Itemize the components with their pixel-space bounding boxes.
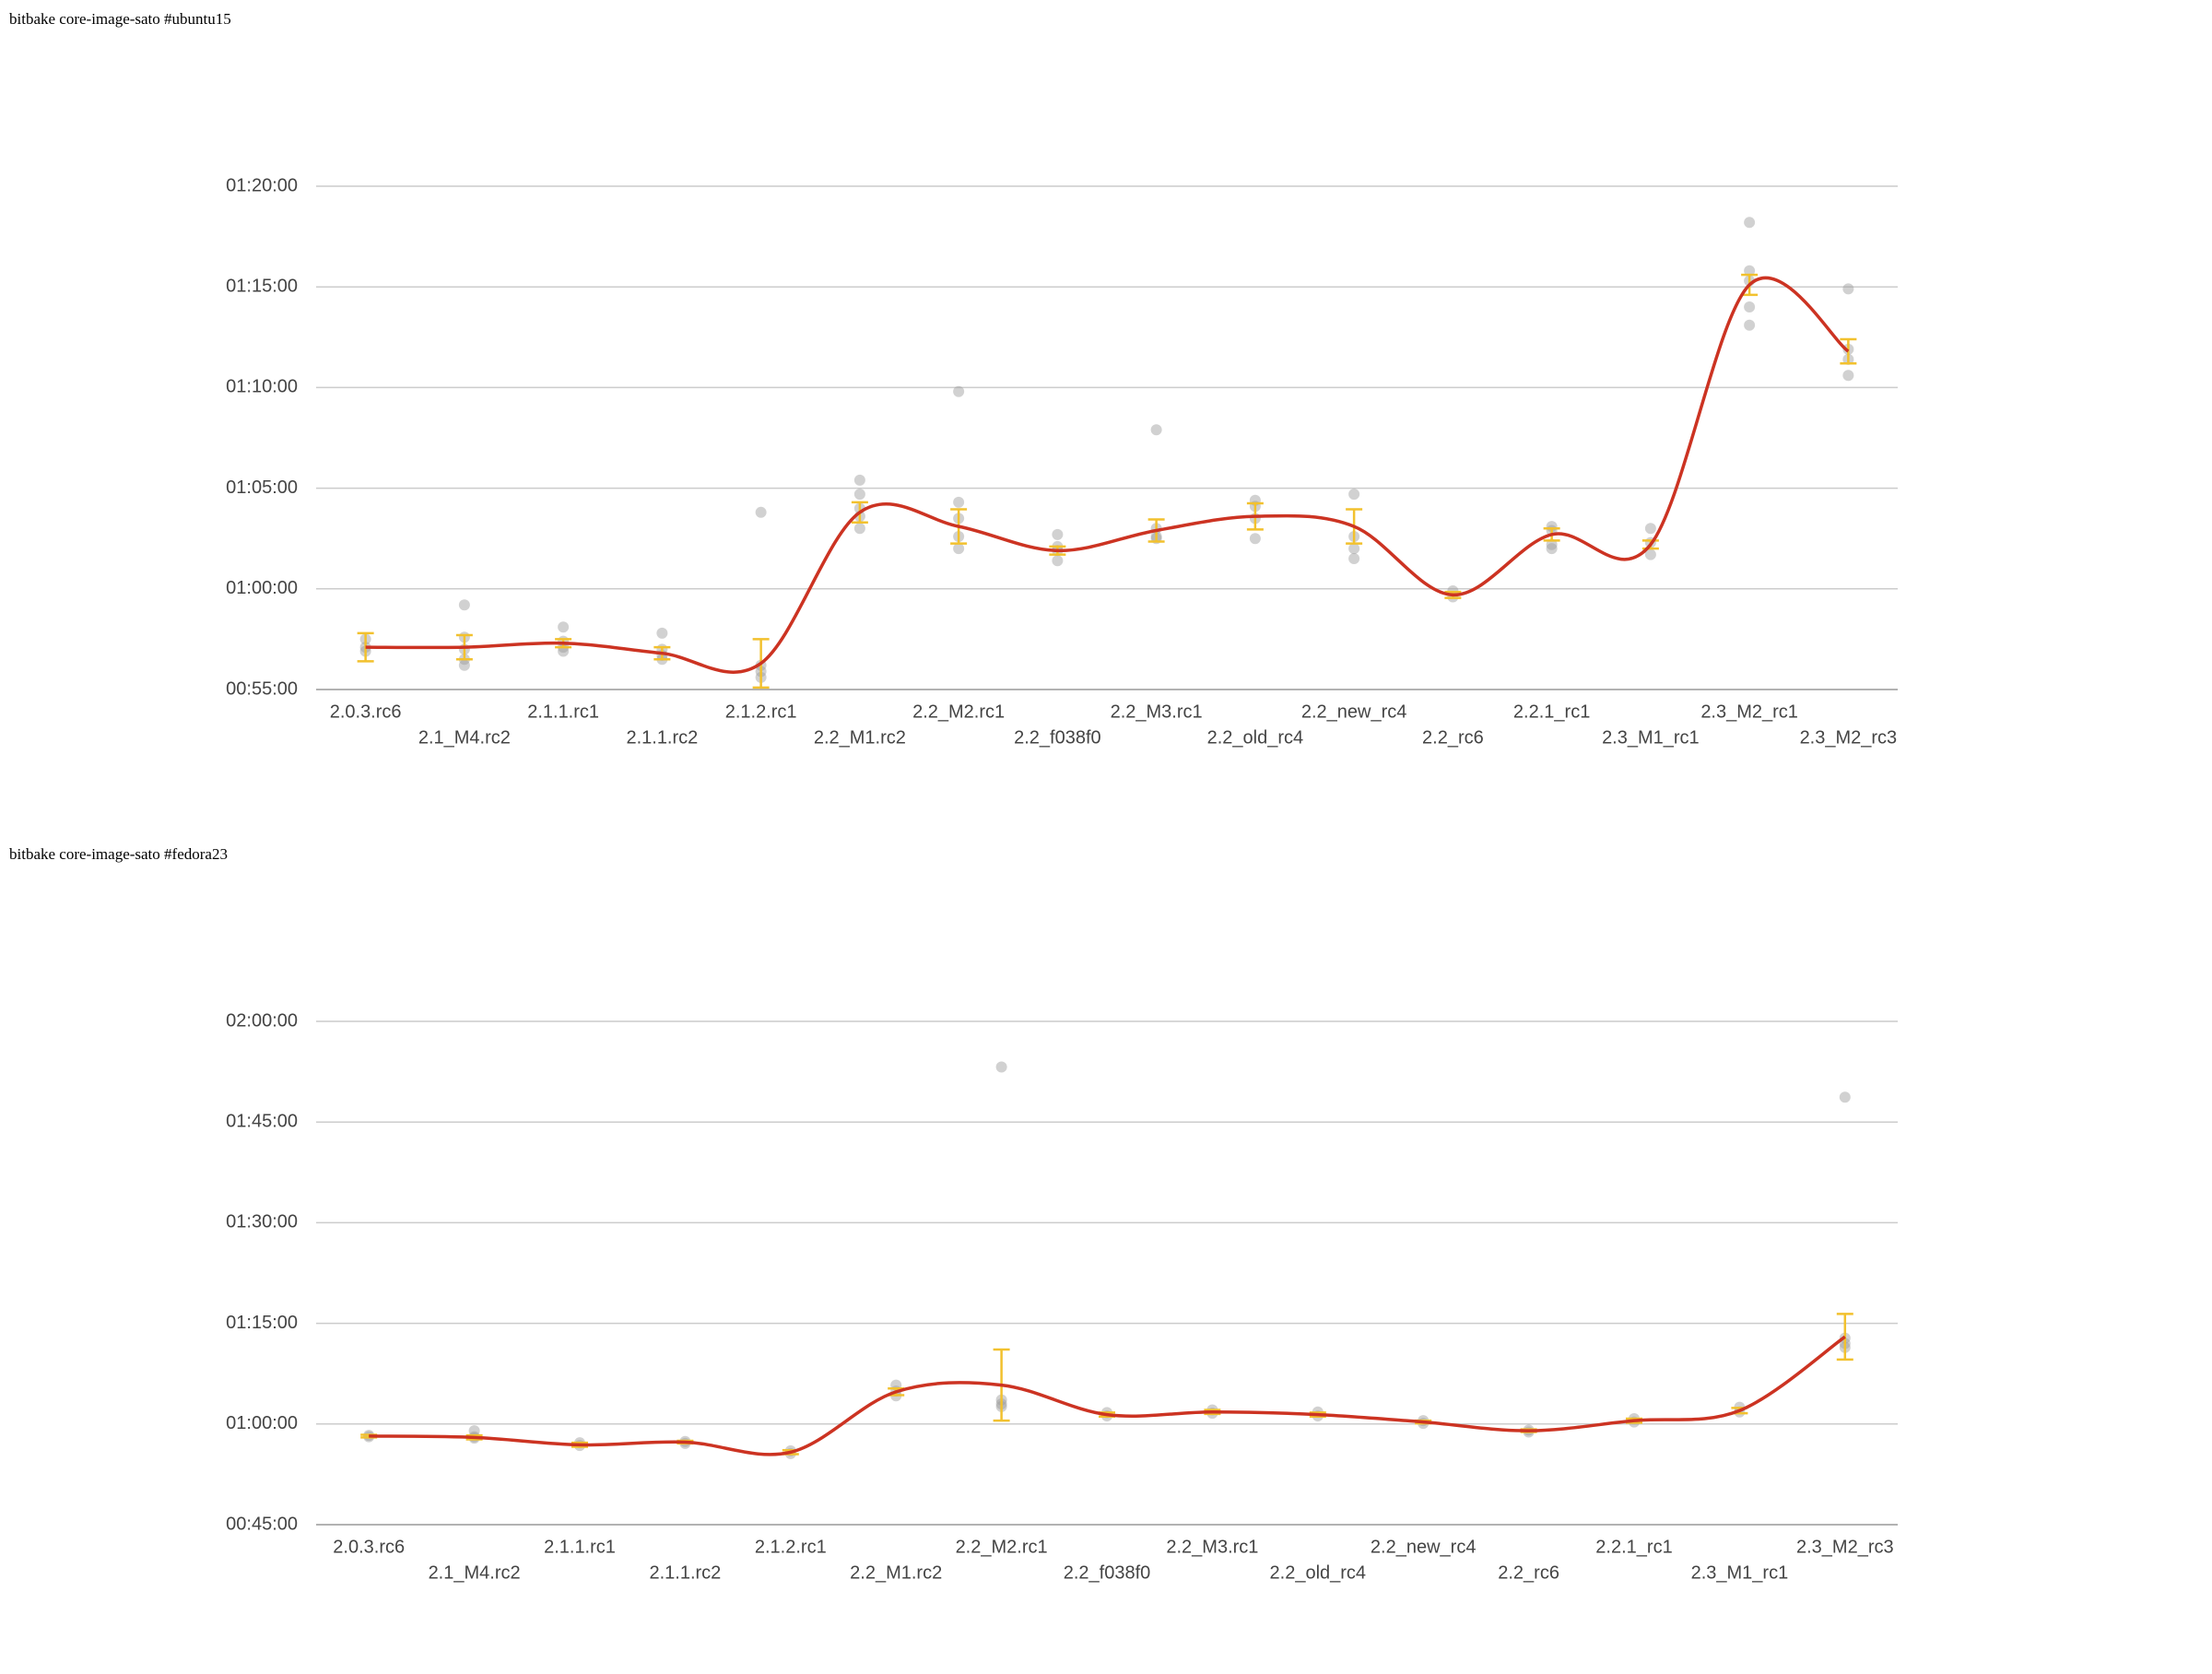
error-bar (1836, 1313, 1853, 1362)
x-tick-label: 2.2_new_rc4 (1371, 1537, 1477, 1557)
sample-point (1744, 265, 1756, 277)
y-tick-label: 01:00:00 (226, 1413, 298, 1433)
sample-point (1842, 283, 1854, 295)
x-tick-label: 2.2_new_rc4 (1301, 701, 1407, 722)
x-tick-label: 2.2_rc6 (1498, 1562, 1559, 1583)
sample-point (1644, 548, 1656, 560)
x-tick-label: 2.2_rc6 (1422, 727, 1484, 748)
x-tick-label: 2.2_M1.rc2 (814, 727, 906, 748)
y-tick-label: 01:45:00 (226, 1111, 298, 1131)
sample-point (1249, 533, 1261, 545)
mean-line (365, 276, 1850, 674)
sample-point (1839, 1091, 1851, 1103)
sample-point (995, 1061, 1007, 1073)
sample-point (755, 506, 767, 518)
sample-point (558, 621, 570, 633)
sample-point (458, 659, 470, 671)
x-tick-label: 2.2_old_rc4 (1207, 727, 1304, 748)
sample-point (853, 523, 865, 535)
y-tick-label: 01:15:00 (226, 276, 298, 296)
x-tick-label: 2.2_M2.rc1 (912, 701, 1005, 722)
x-tick-label: 2.3_M2_rc1 (1700, 701, 1798, 722)
x-tick-label: 2.3_M1_rc1 (1602, 727, 1700, 748)
sample-point (1348, 543, 1360, 555)
x-tick-label: 2.2_M3.rc1 (1166, 1537, 1258, 1557)
sample-point (1744, 301, 1756, 313)
y-tick-label: 01:00:00 (226, 578, 298, 598)
sample-point (953, 385, 965, 397)
sample-point (953, 496, 965, 508)
x-tick-label: 2.1_M4.rc2 (418, 727, 511, 748)
sample-point (1052, 555, 1064, 567)
x-tick-label: 2.1.1.rc1 (527, 701, 599, 722)
sample-point (468, 1425, 480, 1437)
sample-point (953, 543, 965, 555)
x-tick-label: 2.1.2.rc1 (755, 1537, 827, 1557)
y-tick-label: 00:55:00 (226, 678, 298, 699)
x-tick-label: 2.2.1_rc1 (1513, 701, 1590, 722)
sample-point (1348, 489, 1360, 501)
x-tick-label: 2.1.1.rc2 (649, 1562, 721, 1583)
y-tick-label: 01:10:00 (226, 377, 298, 397)
x-tick-label: 2.2_f038f0 (1064, 1562, 1151, 1583)
sample-point (853, 474, 865, 486)
sample-point (1546, 538, 1558, 550)
sample-point (1744, 319, 1756, 331)
y-tick-label: 01:20:00 (226, 175, 298, 195)
sample-point (1842, 370, 1854, 382)
y-tick-label: 01:30:00 (226, 1212, 298, 1232)
x-tick-label: 2.1_M4.rc2 (429, 1562, 521, 1583)
sample-point (853, 489, 865, 501)
x-tick-label: 2.2_M3.rc1 (1111, 701, 1203, 722)
x-tick-label: 2.1.2.rc1 (725, 701, 797, 722)
y-tick-label: 00:45:00 (226, 1514, 298, 1534)
chart-title: bitbake core-image-sato #ubuntu15 (9, 10, 231, 28)
error-bar (1840, 337, 1857, 365)
sample-point (1744, 217, 1756, 229)
y-tick-label: 02:00:00 (226, 1010, 298, 1031)
sample-point (558, 645, 570, 657)
y-tick-label: 01:15:00 (226, 1313, 298, 1333)
sample-point (1150, 424, 1162, 436)
sample-point (1348, 553, 1360, 565)
x-tick-label: 2.2_old_rc4 (1270, 1562, 1367, 1583)
x-tick-label: 2.2_M2.rc1 (956, 1537, 1048, 1557)
x-tick-label: 2.2.1_rc1 (1595, 1537, 1672, 1557)
sample-point (1644, 523, 1656, 535)
x-tick-label: 2.1.1.rc1 (544, 1537, 616, 1557)
x-tick-label: 2.3_M2_rc3 (1800, 727, 1898, 748)
x-tick-label: 2.2_f038f0 (1014, 727, 1101, 748)
x-tick-label: 2.1.1.rc2 (626, 727, 698, 748)
sample-point (1052, 528, 1064, 540)
y-tick-label: 01:05:00 (226, 477, 298, 498)
x-tick-label: 2.0.3.rc6 (330, 701, 402, 722)
x-tick-label: 2.3_M2_rc3 (1796, 1537, 1894, 1557)
sample-point (1546, 543, 1558, 555)
sample-point (656, 627, 668, 639)
x-tick-label: 2.3_M1_rc1 (1691, 1562, 1789, 1583)
x-tick-label: 2.2_M1.rc2 (850, 1562, 942, 1583)
chart-title: bitbake core-image-sato #fedora23 (9, 845, 228, 863)
x-tick-label: 2.0.3.rc6 (333, 1537, 405, 1557)
sample-point (458, 599, 470, 611)
mean-line (369, 1335, 1846, 1456)
